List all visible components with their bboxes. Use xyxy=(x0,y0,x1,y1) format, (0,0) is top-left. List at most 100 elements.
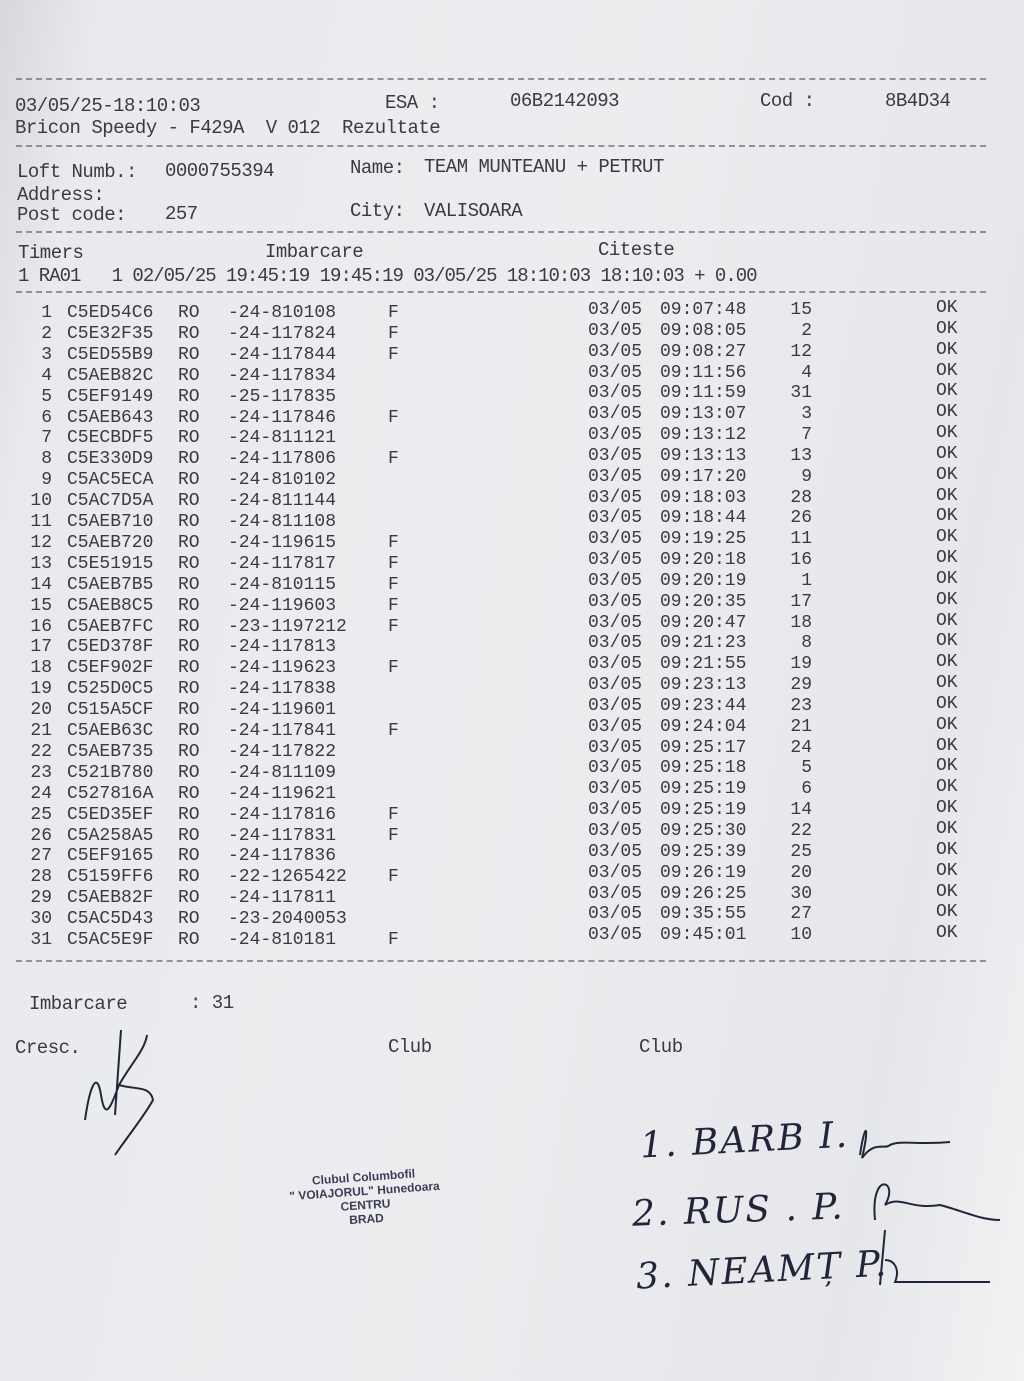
chip-id: C5AEB7FC xyxy=(67,616,154,637)
status: OK xyxy=(936,693,958,714)
status: OK xyxy=(936,902,958,923)
row-index: 12 xyxy=(30,532,52,553)
timers-label: Timers xyxy=(18,242,84,264)
row-index: 30 xyxy=(30,909,52,930)
arrival-date: 03/05 xyxy=(588,737,643,758)
country-code: RO xyxy=(178,553,200,574)
sex-flag: F xyxy=(388,323,399,344)
arrival-time: 09:08:05 xyxy=(660,320,747,341)
arrival-time: 09:23:13 xyxy=(660,675,747,696)
sex-flag: F xyxy=(388,532,399,553)
arrival-time: 09:35:55 xyxy=(660,904,747,925)
country-code: RO xyxy=(178,762,200,783)
row-index: 15 xyxy=(30,595,52,616)
club-label-2: Club xyxy=(639,1036,683,1058)
country-code: RO xyxy=(178,386,200,407)
arrival-date: 03/05 xyxy=(588,300,643,320)
chip-id: C5E32F35 xyxy=(67,323,154,344)
arrival-date: 03/05 xyxy=(588,362,643,383)
sex-flag: F xyxy=(388,574,399,595)
row-index: 3 xyxy=(41,344,52,365)
rank: 31 xyxy=(790,383,812,404)
country-code: RO xyxy=(178,365,200,386)
status: OK xyxy=(936,402,958,423)
status: OK xyxy=(936,298,958,318)
sex-flag: F xyxy=(388,804,399,825)
row-index: 28 xyxy=(30,867,52,888)
arrival-date: 03/05 xyxy=(588,445,643,466)
table-row: 2 C5E32F35 RO -24-117824 F 03/05 09:08:05 2 OK xyxy=(0,319,1000,345)
arrival-date: 03/05 xyxy=(588,529,643,550)
sex-flag: F xyxy=(388,930,399,950)
arrival-date: 03/05 xyxy=(588,570,643,591)
table-row: 14 C5AEB7B5 RO -24-810115 F 03/05 09:20:19 1 OK xyxy=(0,569,1000,596)
ring-number: -25-117835 xyxy=(228,386,337,407)
arrival-time: 09:45:01 xyxy=(660,925,747,946)
rank: 12 xyxy=(790,341,812,362)
arrival-time: 09:25:18 xyxy=(660,758,747,779)
table-row: 5 C5EF9149 RO -25-117835 03/05 09:11:59 31 OK xyxy=(0,381,1000,408)
country-code: RO xyxy=(178,867,200,888)
country-code: RO xyxy=(178,741,200,762)
device-line: Bricon Speedy - F429A V 012 Rezultate xyxy=(15,117,441,139)
arrival-date: 03/05 xyxy=(588,320,643,341)
rank: 26 xyxy=(790,508,812,529)
country-code: RO xyxy=(178,595,200,616)
loft-label: Loft Numb.: xyxy=(17,161,137,183)
table-row: 8 C5E330D9 RO -24-117806 F 03/05 09:13:13 13 OK xyxy=(0,444,1000,470)
rank: 28 xyxy=(790,487,812,508)
arrival-time: 09:19:25 xyxy=(660,529,747,550)
imbarcare-total-label: Imbarcare xyxy=(29,993,128,1015)
ring-number: -24-811108 xyxy=(228,512,337,532)
row-index: 19 xyxy=(30,679,52,700)
status: OK xyxy=(936,631,958,652)
city-label: City: xyxy=(350,200,405,222)
ring-number: -24-119623 xyxy=(228,658,337,679)
country-code: RO xyxy=(178,679,200,700)
status: OK xyxy=(936,652,958,673)
arrival-time: 09:25:19 xyxy=(660,800,747,821)
sex-flag: F xyxy=(388,658,399,679)
row-index: 22 xyxy=(30,741,52,762)
arrival-time: 09:21:23 xyxy=(660,633,747,654)
ring-number: -24-119601 xyxy=(228,700,337,721)
ring-number: -24-117846 xyxy=(228,407,337,428)
table-row: 6 C5AEB643 RO -24-117846 F 03/05 09:13:07 3 OK xyxy=(0,402,1000,429)
status: OK xyxy=(936,548,958,569)
ring-number: -24-811144 xyxy=(228,491,337,512)
row-index: 23 xyxy=(30,762,52,783)
status: OK xyxy=(936,860,958,881)
city-value: VALISOARA xyxy=(424,200,523,222)
rank: 3 xyxy=(801,404,812,425)
row-index: 2 xyxy=(41,323,52,344)
ring-number: -24-117806 xyxy=(228,449,337,470)
status: OK xyxy=(936,839,958,860)
row-index: 10 xyxy=(30,491,52,512)
citeste-header: Citeste xyxy=(598,239,675,261)
country-code: RO xyxy=(178,323,200,344)
chip-id: C5AEB82F xyxy=(67,888,154,909)
arrival-date: 03/05 xyxy=(588,341,643,362)
ring-number: -22-1265422 xyxy=(228,867,347,888)
ring-number: -24-810181 xyxy=(228,930,337,950)
ring-number: -24-117836 xyxy=(228,846,337,867)
divider xyxy=(16,231,986,233)
rank: 18 xyxy=(790,612,812,633)
status: OK xyxy=(936,756,958,777)
country-code: RO xyxy=(178,700,200,721)
chip-id: C5ED378F xyxy=(67,637,154,658)
status: OK xyxy=(936,798,958,819)
arrival-time: 09:20:47 xyxy=(660,612,747,633)
arrival-date: 03/05 xyxy=(588,800,643,821)
print-datetime: 03/05/25-18:10:03 xyxy=(15,95,201,117)
arrival-date: 03/05 xyxy=(588,508,643,529)
chip-id: C5AEB63C xyxy=(67,721,154,741)
sex-flag: F xyxy=(388,344,399,365)
arrival-time: 09:20:19 xyxy=(660,570,747,591)
country-code: RO xyxy=(178,532,200,553)
arrival-time: 09:11:59 xyxy=(660,383,747,404)
table-row: 16 C5AEB7FC RO -23-1197212 F 03/05 09:20:47 18 O… xyxy=(0,611,1000,638)
address-label: Address: xyxy=(17,184,105,206)
status: OK xyxy=(936,819,958,839)
table-row: 12 C5AEB720 RO -24-119615 F 03/05 09:19:25 11 OK xyxy=(0,527,1000,554)
